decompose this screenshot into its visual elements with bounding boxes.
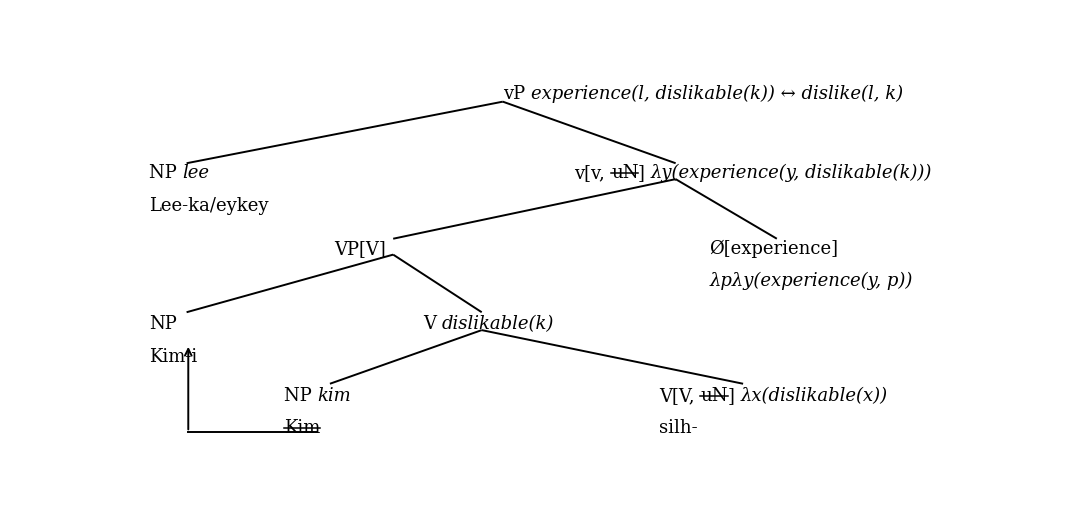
Text: V[V,: V[V, — [659, 386, 700, 405]
Text: v[v,: v[v, — [574, 164, 611, 182]
Text: NP: NP — [149, 164, 182, 182]
Text: NP: NP — [284, 386, 317, 405]
Text: Lee-ka/eykey: Lee-ka/eykey — [149, 197, 268, 215]
Text: Kim-i: Kim-i — [149, 348, 197, 366]
Text: ]: ] — [639, 164, 651, 182]
Text: uN: uN — [611, 164, 639, 182]
Text: λpλy(experience(y, p)): λpλy(experience(y, p)) — [709, 272, 913, 291]
Text: Ø[experience]: Ø[experience] — [709, 239, 839, 258]
Text: kim: kim — [317, 386, 350, 405]
Text: ]: ] — [728, 386, 740, 405]
Text: dislikable(k): dislikable(k) — [442, 315, 554, 333]
Text: V: V — [422, 315, 442, 333]
Text: λy(experience(y, dislikable(k))): λy(experience(y, dislikable(k))) — [651, 164, 932, 182]
Text: λx(dislikable(x)): λx(dislikable(x)) — [740, 386, 888, 405]
Text: NP: NP — [149, 315, 176, 333]
Text: vP: vP — [503, 85, 531, 103]
Text: Kim: Kim — [284, 419, 320, 437]
Text: experience(l, dislikable(k)) ↔ dislike(l, k): experience(l, dislikable(k)) ↔ dislike(l… — [531, 85, 903, 103]
Text: VP[V]: VP[V] — [334, 239, 386, 257]
Text: uN: uN — [700, 386, 728, 405]
Text: lee: lee — [182, 164, 209, 182]
Text: silh-: silh- — [659, 419, 697, 437]
